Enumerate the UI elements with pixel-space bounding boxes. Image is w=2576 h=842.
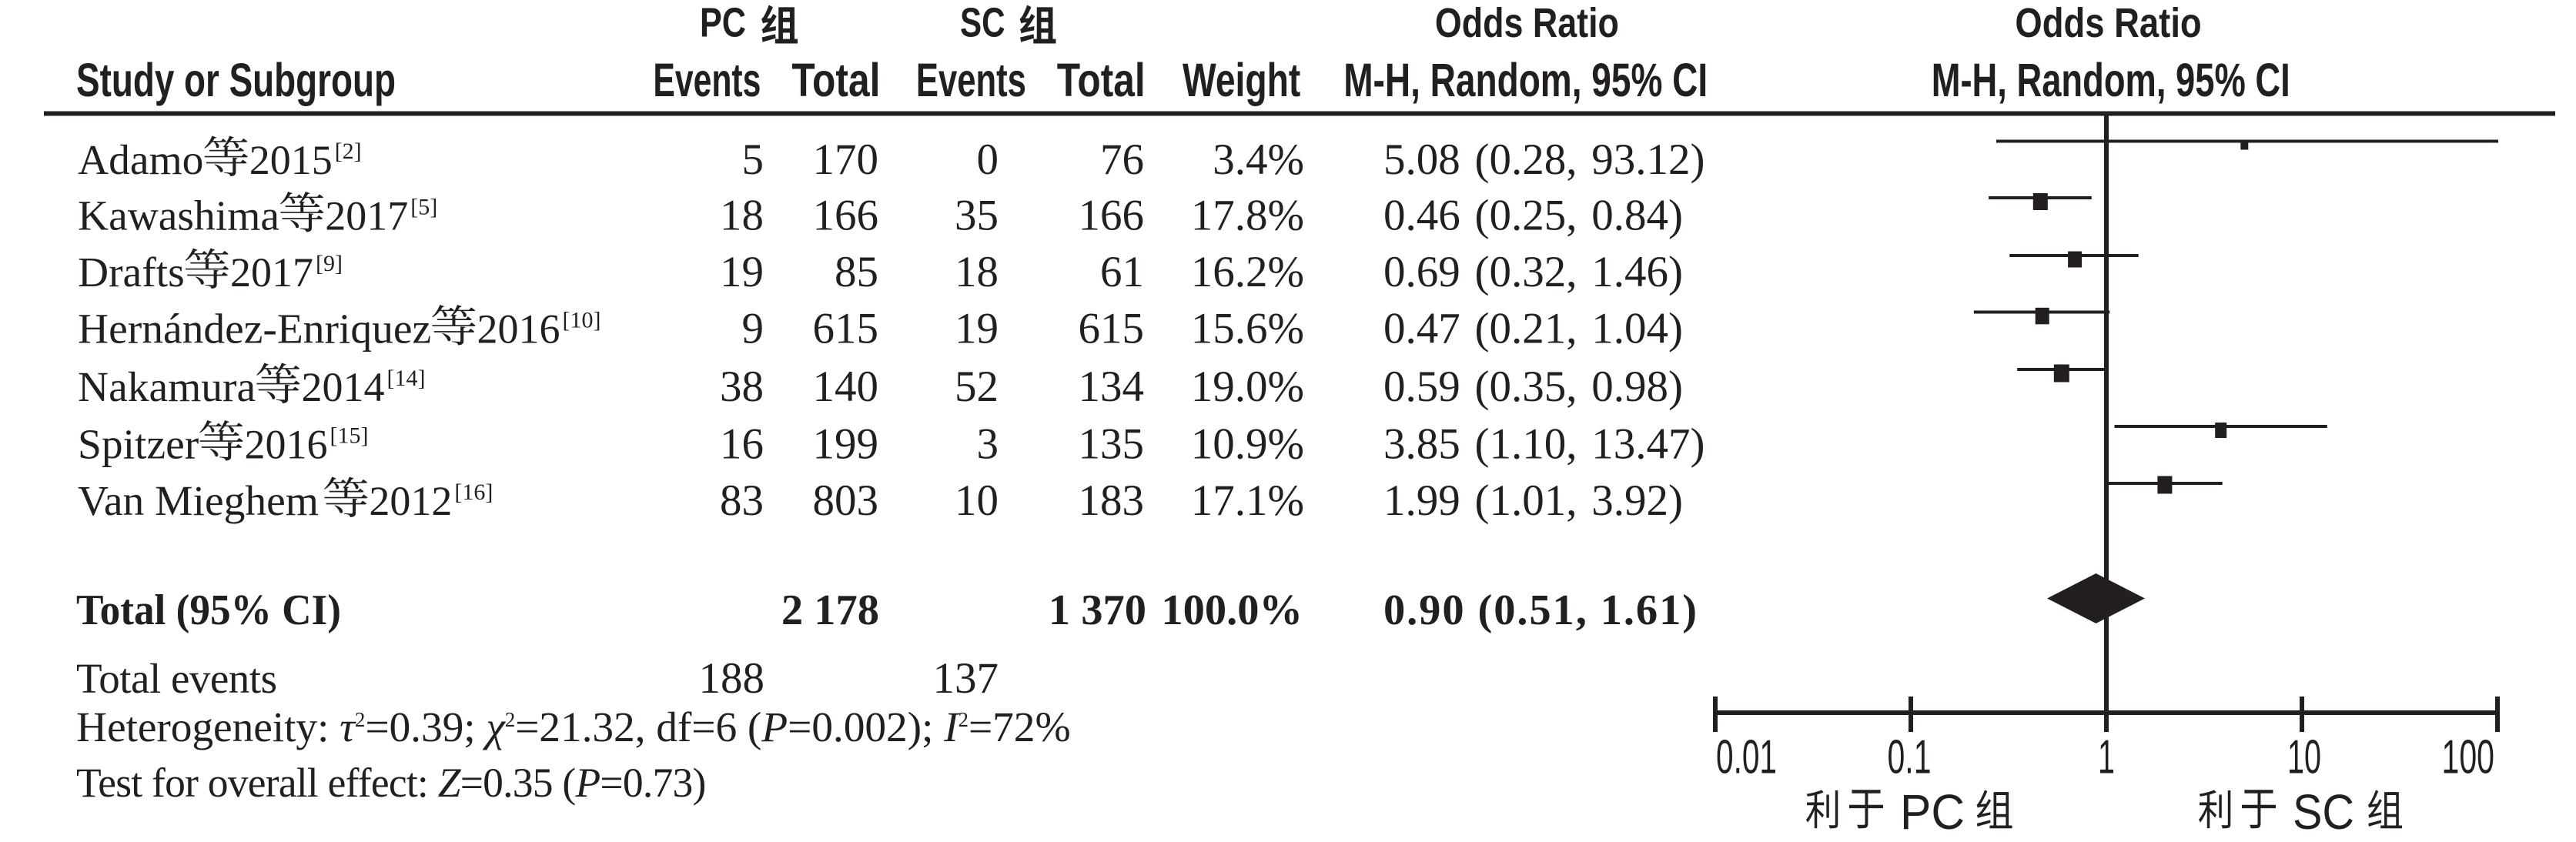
svg-text:85: 85: [835, 248, 878, 296]
svg-text:188: 188: [699, 654, 765, 703]
svg-text:19: 19: [955, 305, 999, 353]
svg-text:17.1%: 17.1%: [1191, 476, 1304, 525]
svg-text:Adamo: Adamo: [78, 137, 203, 184]
svg-text:615: 615: [1079, 305, 1145, 353]
svg-text:0.47 (0.21, 1.04): 0.47 (0.21, 1.04): [1383, 305, 1683, 353]
svg-text:Events: Events: [916, 54, 1026, 106]
svg-text:5.08 (0.28, 93.12): 5.08 (0.28, 93.12): [1383, 135, 1705, 184]
svg-text:[16]: [16]: [454, 479, 493, 505]
svg-text:76: 76: [1100, 135, 1144, 184]
svg-text:10.9%: 10.9%: [1191, 420, 1304, 469]
svg-text:183: 183: [1079, 476, 1145, 525]
svg-text:Total: Total: [791, 54, 880, 106]
svg-text:Van Mieghem: Van Mieghem: [78, 478, 319, 525]
svg-text:Total: Total: [1057, 54, 1146, 106]
svg-text:2014: 2014: [302, 364, 385, 410]
svg-text:18: 18: [955, 248, 999, 296]
svg-text:3.85 (1.10, 13.47): 3.85 (1.10, 13.47): [1383, 420, 1705, 469]
svg-text:19: 19: [720, 248, 764, 296]
svg-text:Test for overall effect: Z=0.3: Test for overall effect: Z=0.35 (P=0.73): [76, 760, 706, 806]
svg-text:[10]: [10]: [563, 308, 601, 333]
svg-text:Heterogeneity: τ2=0.39; χ2=21.: Heterogeneity: τ2=0.39; χ2=21.32, df=6 (…: [76, 704, 1071, 751]
svg-text:Kawashima: Kawashima: [78, 193, 279, 240]
svg-text:PC: PC: [1900, 784, 1965, 838]
svg-text:16: 16: [720, 420, 764, 469]
svg-text:18: 18: [720, 192, 764, 240]
svg-text:Drafts: Drafts: [78, 249, 185, 296]
svg-text:137: 137: [933, 654, 999, 703]
svg-text:3: 3: [977, 420, 999, 469]
svg-text:134: 134: [1079, 363, 1145, 411]
svg-text:PC: PC: [700, 0, 746, 46]
svg-text:M-H, Random, 95% CI: M-H, Random, 95% CI: [1343, 54, 1708, 106]
svg-text:[15]: [15]: [330, 423, 369, 449]
svg-text:166: 166: [813, 192, 879, 240]
svg-text:10: 10: [955, 476, 999, 525]
svg-text:803: 803: [813, 476, 879, 525]
svg-text:Study or Subgroup: Study or Subgroup: [76, 54, 396, 106]
svg-text:2 178: 2 178: [781, 586, 879, 634]
svg-text:Total events: Total events: [76, 655, 277, 702]
svg-text:199: 199: [813, 420, 879, 469]
svg-text:Odds Ratio: Odds Ratio: [2015, 0, 2201, 46]
svg-text:[2]: [2]: [335, 139, 362, 164]
svg-text:1: 1: [2098, 731, 2115, 784]
svg-text:0: 0: [977, 135, 999, 184]
svg-text:38: 38: [720, 363, 764, 411]
svg-text:3.4%: 3.4%: [1213, 135, 1304, 184]
svg-text:2017: 2017: [325, 193, 408, 239]
svg-text:0.1: 0.1: [1888, 731, 1932, 784]
svg-text:[9]: [9]: [316, 251, 343, 276]
svg-text:2017: 2017: [230, 249, 313, 296]
svg-text:0.59 (0.35, 0.98): 0.59 (0.35, 0.98): [1383, 363, 1683, 411]
svg-text:2015: 2015: [249, 137, 333, 183]
svg-text:Events: Events: [653, 54, 761, 106]
svg-text:SC: SC: [960, 0, 1005, 46]
svg-text:0.69 (0.32, 1.46): 0.69 (0.32, 1.46): [1383, 248, 1683, 296]
svg-text:0.46 (0.25, 0.84): 0.46 (0.25, 0.84): [1383, 192, 1683, 240]
svg-text:0.90 (0.51, 1.61): 0.90 (0.51, 1.61): [1383, 586, 1698, 634]
svg-text:61: 61: [1100, 248, 1144, 296]
svg-text:100: 100: [2442, 731, 2495, 784]
svg-text:Nakamura: Nakamura: [78, 364, 256, 411]
svg-text:Total (95% CI): Total (95% CI): [76, 586, 341, 634]
svg-text:5: 5: [742, 135, 764, 184]
svg-text:83: 83: [720, 476, 764, 525]
svg-text:2016: 2016: [245, 422, 328, 468]
svg-text:Odds Ratio: Odds Ratio: [1435, 0, 1619, 46]
svg-text:Spitzer: Spitzer: [78, 422, 199, 469]
svg-text:1.99 (1.01, 3.92): 1.99 (1.01, 3.92): [1383, 476, 1683, 525]
svg-text:[14]: [14]: [387, 366, 426, 391]
svg-text:16.2%: 16.2%: [1191, 248, 1304, 296]
svg-text:M-H, Random, 95% CI: M-H, Random, 95% CI: [1932, 54, 2290, 106]
svg-text:35: 35: [955, 192, 999, 240]
svg-text:Weight: Weight: [1183, 54, 1300, 106]
svg-text:17.8%: 17.8%: [1191, 192, 1304, 240]
svg-text:[5]: [5]: [410, 195, 437, 220]
svg-text:140: 140: [813, 363, 879, 411]
svg-text:615: 615: [813, 305, 879, 353]
svg-text:135: 135: [1079, 420, 1145, 469]
svg-text:100.0%: 100.0%: [1161, 586, 1303, 634]
svg-text:19.0%: 19.0%: [1191, 363, 1304, 411]
svg-text:1 370: 1 370: [1049, 586, 1146, 634]
svg-text:0.01: 0.01: [1716, 731, 1777, 784]
svg-text:2012: 2012: [369, 478, 452, 524]
svg-text:15.6%: 15.6%: [1191, 305, 1304, 353]
svg-text:Hernández-Enriquez: Hernández-Enriquez: [78, 306, 431, 353]
svg-text:166: 166: [1079, 192, 1145, 240]
svg-text:52: 52: [955, 363, 999, 411]
svg-text:2016: 2016: [477, 306, 560, 353]
svg-text:10: 10: [2287, 731, 2321, 784]
svg-text:SC: SC: [2293, 784, 2354, 838]
svg-text:170: 170: [813, 135, 879, 184]
svg-text:9: 9: [742, 305, 764, 353]
